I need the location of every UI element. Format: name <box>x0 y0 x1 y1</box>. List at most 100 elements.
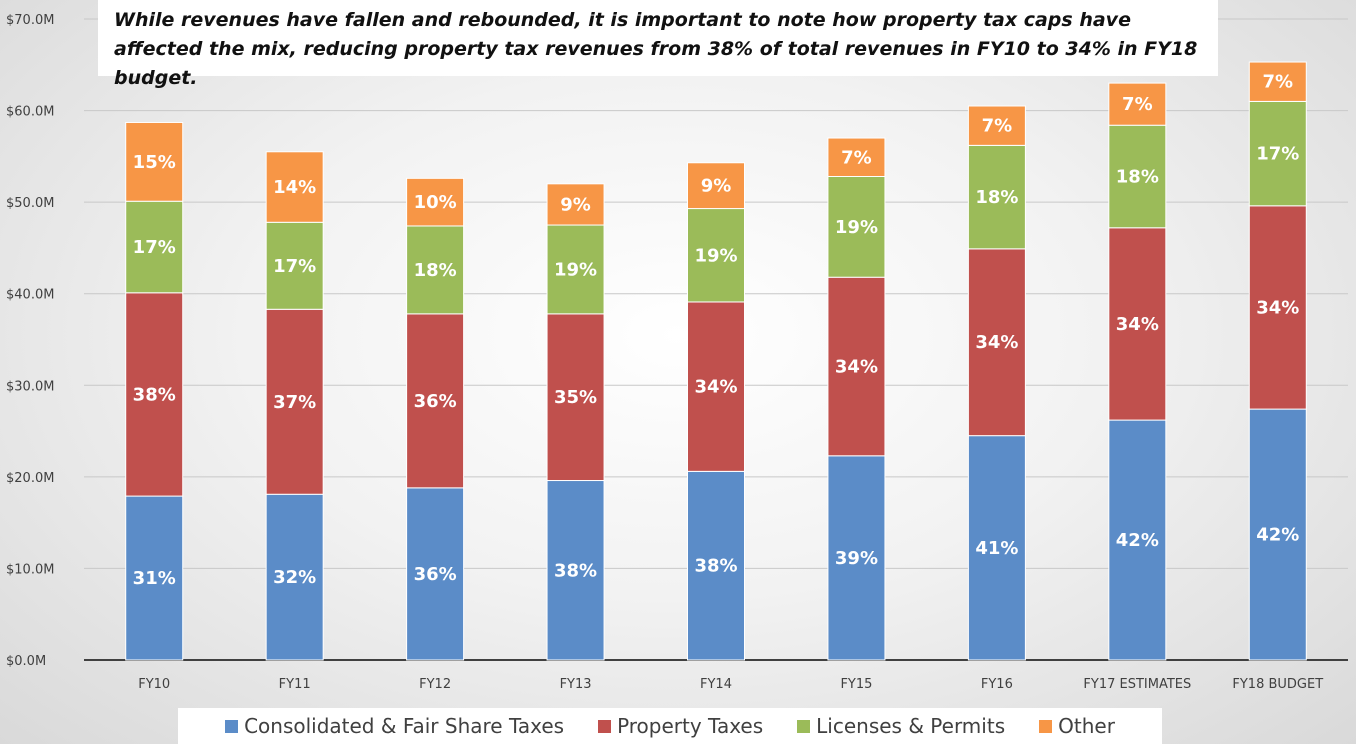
x-axis-ticks: FY10 FY11 FY12 FY13 FY14 FY15 FY16 FY17 ESTIMAT… <box>138 677 1323 692</box>
data-label: 36% <box>414 391 457 412</box>
data-label: 17% <box>133 237 176 258</box>
y-axis-ticks: $0.0M $10.0M $20.0M $30.0M $40.0M $50.0M $60.0… <box>6 13 54 669</box>
bar-segment <box>1248 61 1307 102</box>
data-label: 18% <box>975 187 1018 208</box>
data-label: 35% <box>554 387 597 408</box>
data-label: 18% <box>414 260 457 281</box>
data-label: 34% <box>835 357 878 378</box>
data-label: 10% <box>414 192 457 213</box>
bar-segment <box>125 292 184 497</box>
legend-swatch-licenses <box>797 719 811 733</box>
data-label: 42% <box>1256 525 1299 546</box>
bar-segment <box>125 121 184 202</box>
bar-segment <box>827 455 886 661</box>
data-label: 39% <box>835 548 878 569</box>
legend-swatch-consolidated <box>225 719 239 733</box>
data-label: 41% <box>975 538 1018 559</box>
bar-segment <box>1108 227 1167 421</box>
bar-segment <box>687 208 745 303</box>
data-label: 7% <box>841 147 872 168</box>
bar-segment <box>546 183 605 226</box>
data-label: 31% <box>133 568 176 589</box>
bar-segment <box>406 177 465 227</box>
y-tick-label: $50.0M <box>6 196 54 211</box>
bar-segment <box>1108 82 1167 126</box>
bar-segment <box>265 151 324 223</box>
bars <box>125 61 1307 661</box>
data-label: 17% <box>273 256 316 277</box>
bar-segment <box>1248 408 1307 661</box>
bar-segment <box>1108 124 1167 229</box>
bar-segment <box>406 487 465 661</box>
data-label: 18% <box>1116 167 1159 188</box>
bar-segment <box>265 493 324 661</box>
legend-item-other: Other <box>1039 714 1115 738</box>
bar-segment <box>125 200 184 294</box>
bar-segment <box>687 162 745 210</box>
data-label: 15% <box>133 152 176 173</box>
data-label: 19% <box>694 245 737 266</box>
y-tick-label: $60.0M <box>6 105 54 120</box>
x-tick-label: FY13 <box>560 677 592 692</box>
data-label: 17% <box>1256 144 1299 165</box>
legend-label-other: Other <box>1058 714 1115 738</box>
data-label: 36% <box>414 564 457 585</box>
legend-swatch-other <box>1039 719 1053 733</box>
data-label: 34% <box>1116 314 1159 335</box>
bar-segment <box>406 313 465 489</box>
chart-legend: Consolidated & Fair Share Taxes Property… <box>178 708 1162 744</box>
data-label: 9% <box>701 176 732 197</box>
bar-segment <box>967 144 1026 250</box>
data-label: 38% <box>554 560 597 581</box>
bar-segment <box>125 495 184 661</box>
bar-segment <box>827 276 886 457</box>
x-tick-label: FY16 <box>981 677 1013 692</box>
bar-segment <box>1248 205 1307 410</box>
bar-segment <box>546 480 605 661</box>
bar-segment <box>967 435 1026 661</box>
bar-segment <box>1248 100 1307 207</box>
data-label: 7% <box>1262 72 1293 93</box>
x-tick-label: FY18 BUDGET <box>1232 677 1323 692</box>
x-tick-label: FY15 <box>840 677 872 692</box>
legend-label-licenses: Licenses & Permits <box>816 714 1006 738</box>
bar-segment <box>967 248 1026 437</box>
x-tick-label: FY17 ESTIMATES <box>1083 677 1191 692</box>
data-label: 9% <box>560 194 591 215</box>
data-label: 38% <box>694 556 737 577</box>
data-label: 7% <box>1122 94 1153 115</box>
y-tick-label: $10.0M <box>6 562 54 577</box>
legend-swatch-property <box>598 719 612 733</box>
x-tick-label: FY14 <box>700 677 732 692</box>
x-tick-label: FY10 <box>138 677 170 692</box>
data-label: 19% <box>835 217 878 238</box>
legend-item-property: Property Taxes <box>598 714 763 738</box>
legend-item-consolidated: Consolidated & Fair Share Taxes <box>225 714 564 738</box>
bar-segment <box>827 137 886 178</box>
y-tick-label: $0.0M <box>6 654 46 669</box>
bar-segment <box>687 301 745 472</box>
chart-title: While revenues have fallen and rebounded… <box>98 0 1218 89</box>
data-label: 32% <box>273 567 316 588</box>
data-label: 38% <box>133 384 176 405</box>
legend-label-property: Property Taxes <box>617 714 764 738</box>
data-label: 34% <box>694 377 737 398</box>
legend-item-licenses: Licenses & Permits <box>797 714 1005 738</box>
bar-segment <box>406 225 465 315</box>
bar-segment <box>967 105 1026 146</box>
legend-label-consolidated: Consolidated & Fair Share Taxes <box>244 714 565 738</box>
x-tick-label: FY11 <box>279 677 311 692</box>
y-tick-label: $70.0M <box>6 13 54 28</box>
x-tick-label: FY12 <box>419 677 451 692</box>
data-label: 34% <box>975 332 1018 353</box>
data-labels: 31% 38% 17% 15% 32% 37% 17% 14% 36% 36% 18% 10% 38% 3… <box>133 72 1300 589</box>
bar-segment <box>827 176 886 278</box>
data-label: 14% <box>273 177 316 198</box>
bar-segment <box>687 470 745 661</box>
bar-segment <box>1108 419 1167 661</box>
data-label: 42% <box>1116 530 1159 551</box>
data-label: 37% <box>273 392 316 413</box>
data-label: 34% <box>1256 297 1299 318</box>
y-tick-label: $30.0M <box>6 379 54 394</box>
